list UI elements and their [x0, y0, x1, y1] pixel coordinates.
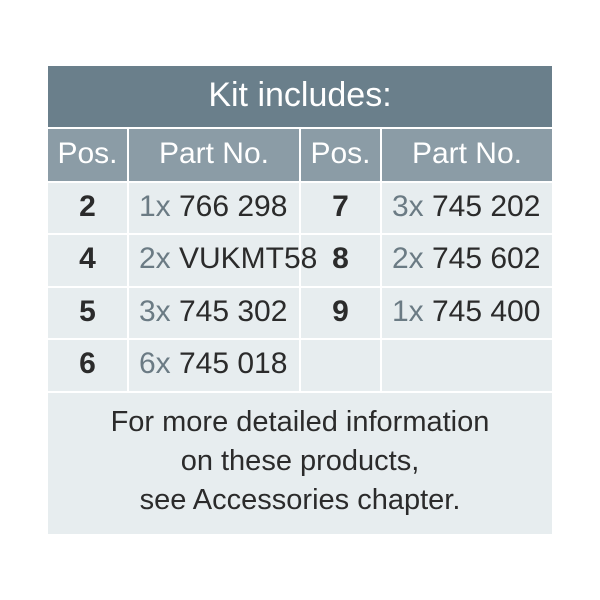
- col-pos-right: Pos.: [300, 128, 381, 182]
- qty-value: 3x: [392, 190, 424, 223]
- part-number: VUKMT58: [179, 242, 317, 275]
- part-cell: 3x 745 302: [128, 287, 300, 340]
- col-part-left: Part No.: [128, 128, 300, 182]
- pos-cell: 5: [47, 287, 128, 340]
- qty-value: 2x: [139, 242, 171, 275]
- part-cell: 1x 745 400: [381, 287, 553, 340]
- pos-cell: 2: [47, 182, 128, 235]
- table-row: 2 1x 766 298 7 3x 745 202: [47, 182, 553, 235]
- table-title: Kit includes:: [47, 65, 553, 128]
- part-number: 745 018: [179, 347, 287, 380]
- kit-table: Kit includes: Pos. Part No. Pos. Part No…: [46, 64, 554, 536]
- empty-cell: [381, 339, 553, 392]
- qty-value: 2x: [392, 242, 424, 275]
- pos-cell: 9: [300, 287, 381, 340]
- empty-cell: [300, 339, 381, 392]
- table-row: 4 2x VUKMT58 8 2x 745 602: [47, 234, 553, 287]
- footer-line: on these products,: [181, 445, 420, 477]
- table-header-row: Pos. Part No. Pos. Part No.: [47, 128, 553, 182]
- pos-cell: 7: [300, 182, 381, 235]
- col-pos-left: Pos.: [47, 128, 128, 182]
- part-cell: 2x VUKMT58: [128, 234, 300, 287]
- kit-table-container: Kit includes: Pos. Part No. Pos. Part No…: [46, 64, 554, 536]
- pos-cell: 6: [47, 339, 128, 392]
- table-row: 6 6x 745 018: [47, 339, 553, 392]
- footer-line: see Accessories chapter.: [140, 484, 461, 516]
- part-number: 745 602: [432, 242, 540, 275]
- table-footer-row: For more detailed information on these p…: [47, 392, 553, 535]
- pos-cell: 4: [47, 234, 128, 287]
- qty-value: 6x: [139, 347, 171, 380]
- part-cell: 2x 745 602: [381, 234, 553, 287]
- table-title-row: Kit includes:: [47, 65, 553, 128]
- qty-value: 3x: [139, 295, 171, 328]
- qty-value: 1x: [392, 295, 424, 328]
- part-number: 766 298: [179, 190, 287, 223]
- part-cell: 6x 745 018: [128, 339, 300, 392]
- part-number: 745 302: [179, 295, 287, 328]
- part-number: 745 400: [432, 295, 540, 328]
- table-footer: For more detailed information on these p…: [47, 392, 553, 535]
- footer-line: For more detailed information: [111, 406, 490, 438]
- part-cell: 3x 745 202: [381, 182, 553, 235]
- part-number: 745 202: [432, 190, 540, 223]
- qty-value: 1x: [139, 190, 171, 223]
- part-cell: 1x 766 298: [128, 182, 300, 235]
- col-part-right: Part No.: [381, 128, 553, 182]
- table-row: 5 3x 745 302 9 1x 745 400: [47, 287, 553, 340]
